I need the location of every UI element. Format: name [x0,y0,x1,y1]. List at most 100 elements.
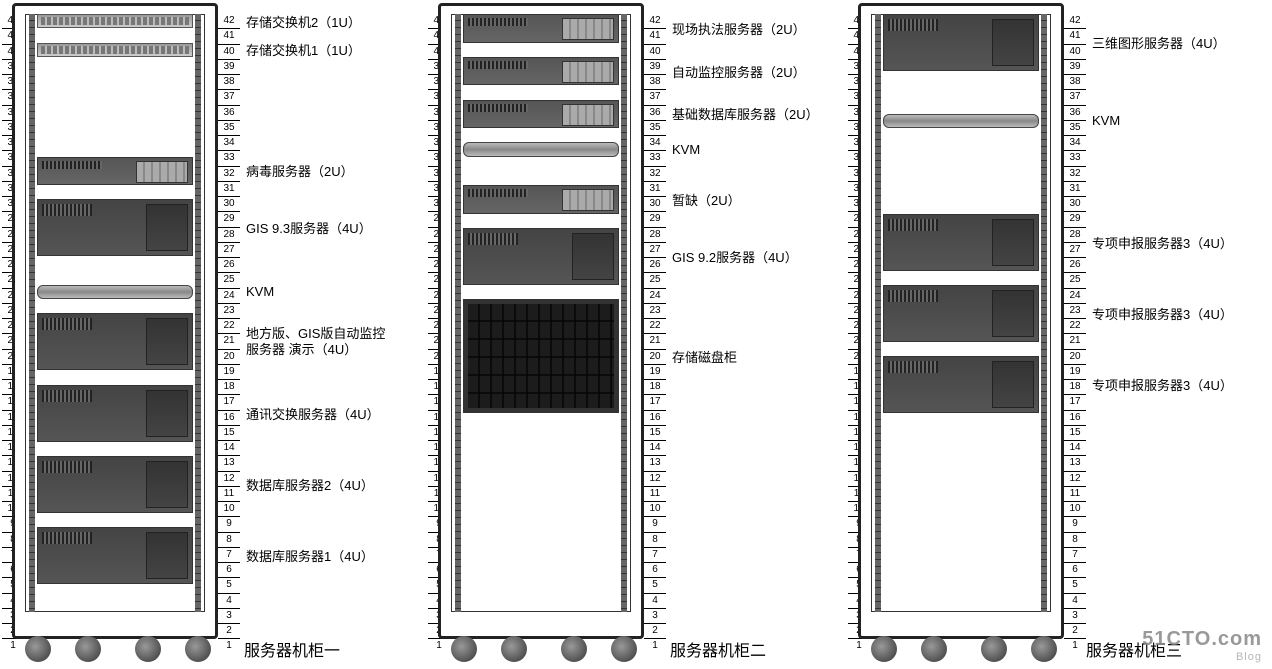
u-mark: 34 [218,136,240,151]
label-gap [670,214,819,228]
label-gap [1090,342,1233,356]
u-mark: 6 [1064,563,1086,578]
u-mark: 8 [1064,533,1086,548]
empty-slot [883,271,1039,285]
u-mark: 12 [644,472,666,487]
u-mark: 25 [644,273,666,288]
rack-post [29,14,35,612]
u-mark: 35 [644,121,666,136]
u-mark: 33 [218,151,240,166]
u-mark: 19 [1064,365,1086,380]
u-mark: 31 [644,182,666,197]
u-mark: 31 [218,182,240,197]
u-mark: 6 [218,563,240,578]
rack-caption: 服务器机柜二 [670,637,766,661]
device-label: 暂缺（2U） [670,185,819,214]
u-mark: 29 [218,212,240,227]
label-gap [244,442,385,456]
label-gap [670,85,819,99]
u-mark: 40 [218,45,240,60]
rack-post [195,14,201,612]
device-4u [883,214,1039,271]
u-mark: 21 [644,334,666,349]
u-mark: 15 [1064,426,1086,441]
u-mark: 15 [218,426,240,441]
device-label: 数据库服务器2（4U） [244,456,385,513]
u-mark: 1 [218,639,240,653]
u-mark: 14 [218,441,240,456]
empty-slot [37,584,193,598]
label-gap [1090,128,1233,214]
empty-slot [883,342,1039,356]
device-label: 数据库服务器1（4U） [244,527,385,584]
u-mark: 32 [218,167,240,182]
label-gap [670,413,819,456]
empty-slot [463,214,619,228]
device-4u [37,199,193,256]
u-mark: 26 [1064,258,1086,273]
u-mark: 5 [218,578,240,593]
device-label: 现场执法服务器（2U） [670,14,819,43]
wheel-icon [185,636,211,662]
u-mark: 40 [1064,45,1086,60]
label-gap [244,584,385,598]
device-label: KVM [1090,114,1233,128]
u-mark: 18 [218,380,240,395]
device-2u [463,57,619,86]
device-column [37,14,193,598]
wheel-icon [561,636,587,662]
u-mark: 1 [428,639,450,653]
wheel-icon [611,636,637,662]
u-mark: 38 [644,75,666,90]
device-column [883,14,1039,427]
empty-slot [883,71,1039,114]
u-mark: 23 [644,304,666,319]
u-mark: 15 [644,426,666,441]
u-mark: 11 [218,487,240,502]
u-mark: 8 [218,533,240,548]
label-gap [1090,413,1233,427]
u-mark: 34 [1064,136,1086,151]
rack-1: 1234567891011121314151617181920212223242… [12,3,218,639]
u-mark: 32 [1064,167,1086,182]
device-4u [37,385,193,442]
u-mark: 1 [848,639,870,653]
label-gap [670,43,819,57]
u-mark: 35 [218,121,240,136]
device-kvm [463,142,619,156]
device-disk [463,299,619,413]
u-mark: 40 [644,45,666,60]
u-mark: 6 [644,563,666,578]
label-gap [244,256,385,285]
u-mark: 13 [1064,456,1086,471]
u-mark: 35 [1064,121,1086,136]
device-label: 存储交换机1（1U） [244,43,385,57]
device-label: 通讯交换服务器（4U） [244,385,385,442]
device-4u [883,356,1039,413]
u-mark: 21 [218,334,240,349]
ruler-right: 1234567891011121314151617181920212223242… [1064,14,1086,654]
empty-slot [883,413,1039,427]
u-mark: 39 [644,60,666,75]
u-mark: 27 [218,243,240,258]
rack-post [455,14,461,612]
u-mark: 2 [218,624,240,639]
device-label: 地方版、GIS版自动监控服务器 演示（4U） [244,313,385,370]
u-mark: 8 [644,533,666,548]
u-mark: 3 [218,609,240,624]
label-column: 存储磁盘柜GIS 9.2服务器（4U）暂缺（2U）KVM基础数据库服务器（2U）… [670,14,819,456]
label-gap [670,285,819,299]
rack-frame [438,3,644,639]
u-mark: 38 [218,75,240,90]
u-mark: 42 [644,14,666,29]
u-mark: 41 [1064,29,1086,44]
u-mark: 18 [1064,380,1086,395]
u-mark: 12 [218,472,240,487]
u-mark: 1 [1064,639,1086,653]
u-mark: 19 [218,365,240,380]
u-mark: 33 [1064,151,1086,166]
device-2u [463,185,619,214]
u-mark: 28 [1064,228,1086,243]
empty-slot [37,28,193,42]
device-label: 存储交换机2（1U） [244,14,385,28]
